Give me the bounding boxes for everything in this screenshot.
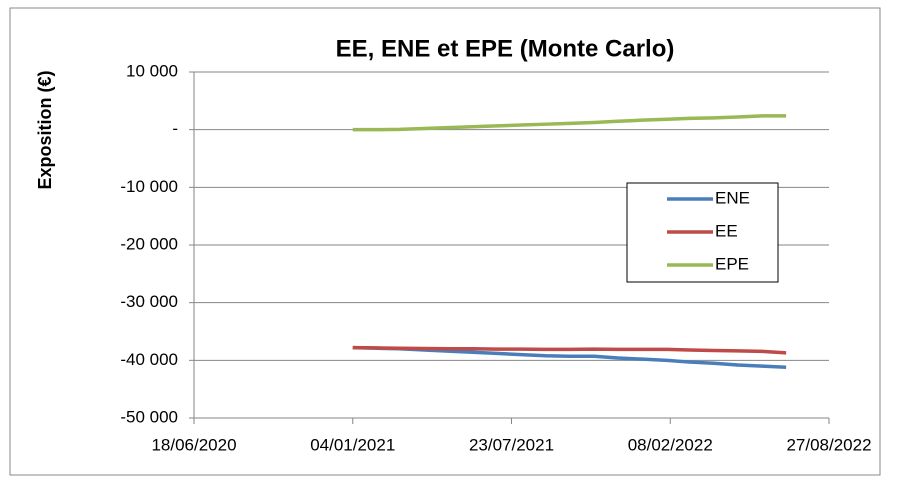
legend-label: EE <box>715 221 738 240</box>
y-tick-label: -40 000 <box>120 350 178 369</box>
y-tick-label: -10 000 <box>120 177 178 196</box>
y-tick-label: -50 000 <box>120 407 178 426</box>
legend-label: ENE <box>715 188 750 207</box>
x-tick-label: 18/06/2020 <box>151 435 236 454</box>
y-tick-label: -20 000 <box>120 234 178 253</box>
y-tick-label: - <box>172 119 178 138</box>
y-tick-label: 10 000 <box>126 61 178 80</box>
y-tick-label: -30 000 <box>120 292 178 311</box>
series-line <box>352 114 787 132</box>
y-axis-label: Exposition (€) <box>35 70 55 189</box>
x-tick-label: 23/07/2021 <box>469 435 554 454</box>
chart-title: EE, ENE et EPE (Monte Carlo) <box>336 35 675 62</box>
x-tick-label: 27/08/2022 <box>786 435 871 454</box>
x-tick-label: 08/02/2022 <box>628 435 713 454</box>
x-tick-label: 04/01/2021 <box>310 435 395 454</box>
legend-label: EPE <box>715 254 749 273</box>
series-line <box>352 345 787 355</box>
